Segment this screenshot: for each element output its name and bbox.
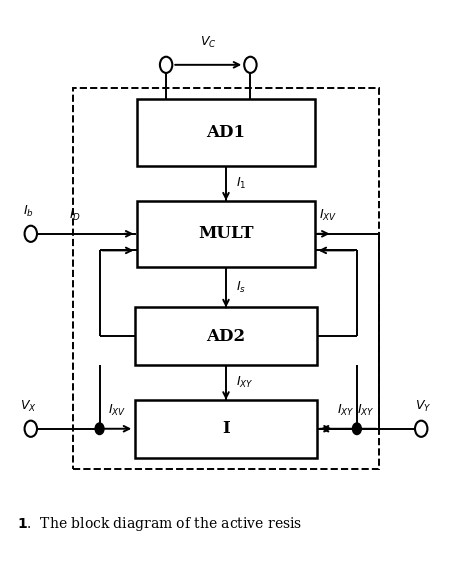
- Text: $\mathbf{1}$.  The block diagram of the active resis: $\mathbf{1}$. The block diagram of the a…: [18, 515, 302, 533]
- Text: $I_{XV}$: $I_{XV}$: [318, 208, 336, 223]
- Text: $V_C$: $V_C$: [199, 35, 216, 50]
- Bar: [137, 100, 314, 166]
- Text: $I_{XY}$: $I_{XY}$: [235, 375, 253, 390]
- Text: $I_1$: $I_1$: [235, 176, 246, 191]
- Bar: [137, 200, 314, 267]
- Circle shape: [95, 423, 104, 435]
- Text: MULT: MULT: [198, 225, 253, 242]
- Text: $I_D$: $I_D$: [69, 208, 81, 223]
- Text: $I_{XY}$: $I_{XY}$: [356, 403, 374, 418]
- Bar: [135, 400, 316, 458]
- Bar: [135, 308, 316, 365]
- Text: AD1: AD1: [206, 124, 245, 141]
- Text: $I_s$: $I_s$: [235, 280, 245, 295]
- Text: AD2: AD2: [206, 328, 245, 345]
- Text: $V_Y$: $V_Y$: [414, 399, 431, 414]
- Text: $V_X$: $V_X$: [20, 399, 37, 414]
- Bar: [73, 88, 378, 469]
- Circle shape: [352, 423, 360, 435]
- Text: $I_{XY}$: $I_{XY}$: [336, 403, 354, 418]
- Text: $I_b$: $I_b$: [23, 205, 34, 219]
- Text: I: I: [221, 420, 230, 437]
- Text: $I_{XV}$: $I_{XV}$: [108, 403, 126, 418]
